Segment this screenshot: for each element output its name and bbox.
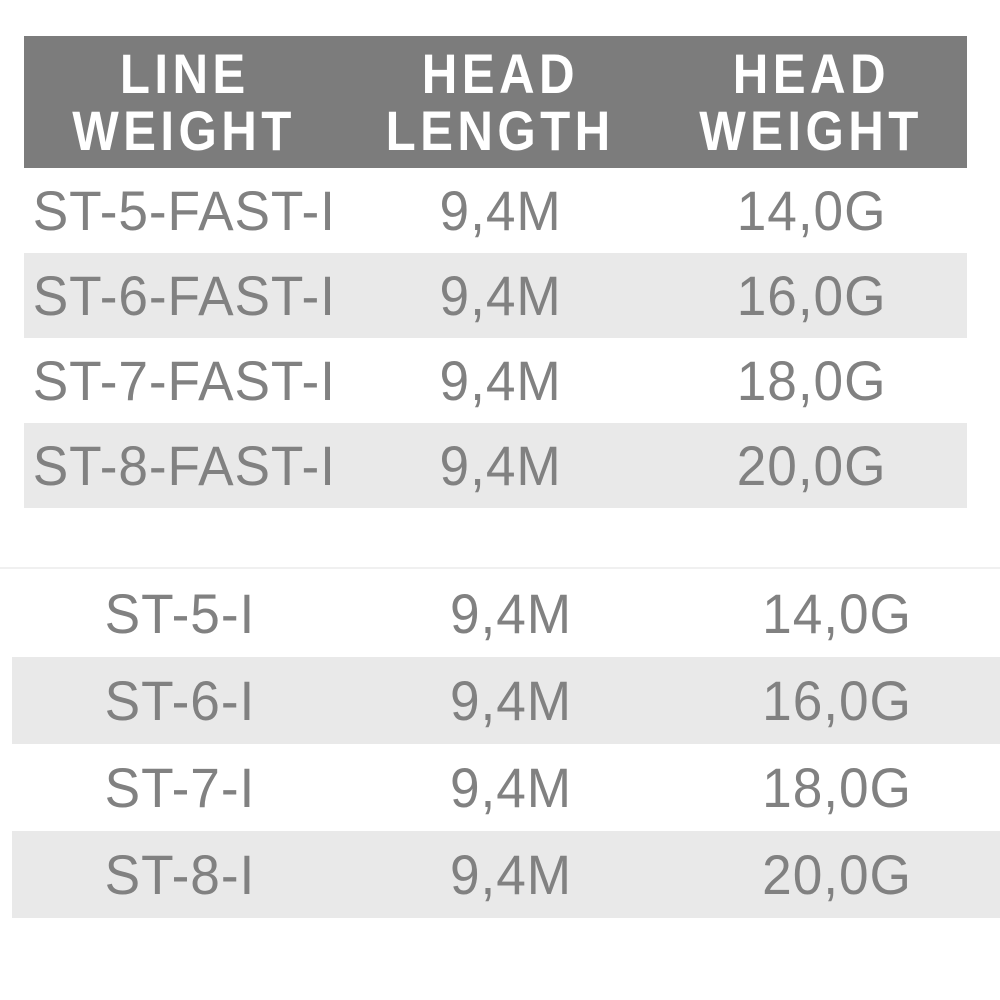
table-row: ST-7-I 9,4M 18,0G bbox=[12, 744, 1000, 831]
cell-line-weight: ST-8-FAST-I bbox=[32, 434, 336, 497]
table-row: ST-5-I 9,4M 14,0G bbox=[12, 570, 1000, 657]
cell-head-length: 9,4M bbox=[449, 582, 572, 645]
table-section-intermediate: ST-5-I 9,4M 14,0G ST-6-I 9,4M 16,0G ST-7… bbox=[12, 570, 1000, 918]
header-line-weight-line2: WEIGHT bbox=[72, 99, 297, 162]
header-cell-head-weight: HEAD WEIGHT bbox=[656, 45, 967, 159]
table-row: ST-5-FAST-I 9,4M 14,0G bbox=[24, 168, 967, 253]
cell-head-weight: 18,0G bbox=[736, 349, 887, 412]
table-row: ST-7-FAST-I 9,4M 18,0G bbox=[24, 338, 967, 423]
header-line-weight-line1: LINE bbox=[119, 42, 250, 105]
cell-line-weight: ST-7-I bbox=[104, 756, 256, 819]
cell-line-weight: ST-6-I bbox=[104, 669, 256, 732]
header-head-length-line1: HEAD bbox=[421, 42, 579, 105]
header-head-weight-line1: HEAD bbox=[732, 42, 891, 105]
table-header: LINE WEIGHT HEAD LENGTH HEAD WEIGHT bbox=[24, 36, 967, 168]
cell-head-weight: 14,0G bbox=[762, 582, 912, 645]
cell-head-length: 9,4M bbox=[439, 349, 562, 412]
cell-head-length: 9,4M bbox=[439, 264, 562, 327]
cell-line-weight: ST-5-I bbox=[104, 582, 256, 645]
header-head-length-line2: LENGTH bbox=[385, 99, 615, 162]
cell-head-length: 9,4M bbox=[449, 756, 572, 819]
cell-head-length: 9,4M bbox=[439, 434, 562, 497]
cell-line-weight: ST-6-FAST-I bbox=[32, 264, 336, 327]
cell-head-length: 9,4M bbox=[449, 669, 572, 732]
cell-head-weight: 20,0G bbox=[762, 843, 912, 906]
section-divider bbox=[0, 567, 1000, 569]
table-row: ST-8-I 9,4M 20,0G bbox=[12, 831, 1000, 918]
table-row: ST-8-FAST-I 9,4M 20,0G bbox=[24, 423, 967, 508]
table-row: ST-6-I 9,4M 16,0G bbox=[12, 657, 1000, 744]
cell-line-weight: ST-7-FAST-I bbox=[32, 349, 336, 412]
table-row: ST-6-FAST-I 9,4M 16,0G bbox=[24, 253, 967, 338]
table-section-fast: ST-5-FAST-I 9,4M 14,0G ST-6-FAST-I 9,4M … bbox=[24, 168, 967, 508]
cell-head-weight: 14,0G bbox=[736, 179, 887, 242]
cell-head-weight: 20,0G bbox=[736, 434, 887, 497]
cell-head-weight: 18,0G bbox=[762, 756, 912, 819]
cell-head-weight: 16,0G bbox=[736, 264, 887, 327]
header-cell-line-weight: LINE WEIGHT bbox=[24, 45, 345, 159]
cell-head-length: 9,4M bbox=[449, 843, 572, 906]
cell-line-weight: ST-5-FAST-I bbox=[32, 179, 336, 242]
cell-head-weight: 16,0G bbox=[762, 669, 912, 732]
cell-head-length: 9,4M bbox=[439, 179, 562, 242]
header-head-weight-line2: WEIGHT bbox=[699, 99, 924, 162]
cell-line-weight: ST-8-I bbox=[104, 843, 256, 906]
header-cell-head-length: HEAD LENGTH bbox=[345, 45, 656, 159]
